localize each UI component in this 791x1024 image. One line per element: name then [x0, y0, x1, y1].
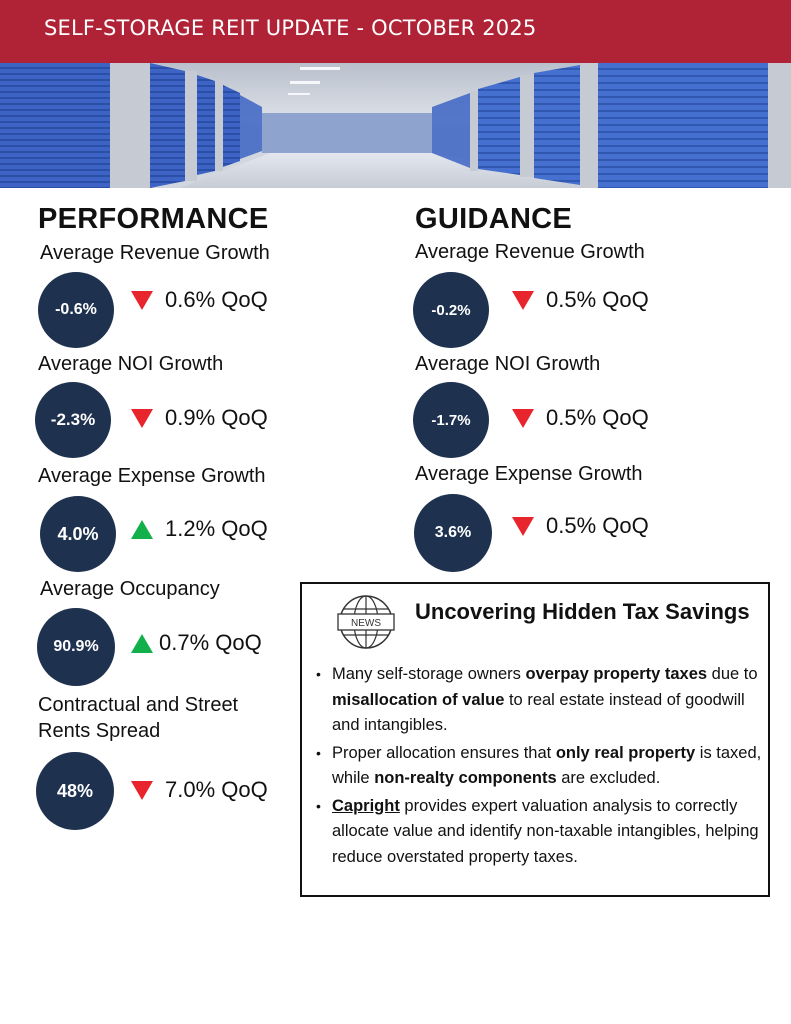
- guidance-expense-value: 3.6%: [434, 524, 472, 541]
- performance-heading: PERFORMANCE: [38, 203, 269, 235]
- down-triangle-icon: [131, 290, 153, 310]
- guidance-revenue-value-circle: -0.2%: [413, 272, 489, 348]
- up-triangle-icon: [131, 633, 153, 653]
- news-bullet-list: Many self-storage owners overpay propert…: [316, 662, 764, 872]
- guidance-noi-change: 0.5% QoQ: [512, 405, 649, 431]
- performance-noi-value-circle: -2.3%: [35, 382, 111, 458]
- performance-noi-change: 0.9% QoQ: [131, 405, 268, 431]
- performance-expense-label: Average Expense Growth: [38, 465, 266, 487]
- performance-occupancy-change: 0.7% QoQ: [131, 630, 262, 656]
- performance-occupancy-label: Average Occupancy: [40, 578, 220, 600]
- guidance-revenue-label: Average Revenue Growth: [415, 241, 645, 263]
- news-title: Uncovering Hidden Tax Savings: [415, 599, 750, 624]
- performance-occupancy-value-circle: 90.9%: [37, 608, 115, 686]
- performance-rent-spread-change-text: 7.0% QoQ: [165, 777, 268, 802]
- header-bar: SELF-STORAGE REIT UPDATE - OCTOBER 2025: [0, 0, 791, 63]
- performance-revenue-change-text: 0.6% QoQ: [165, 287, 268, 312]
- performance-rent-spread-label: Contractual and Street Rents Spread: [38, 694, 239, 742]
- performance-rent-spread-change: 7.0% QoQ: [131, 777, 268, 803]
- guidance-heading: GUIDANCE: [415, 203, 573, 235]
- guidance-revenue-value: -0.2%: [431, 301, 471, 319]
- performance-revenue-change: 0.6% QoQ: [131, 287, 268, 313]
- capright-link-text: Capright: [332, 796, 400, 815]
- guidance-revenue-change-text: 0.5% QoQ: [546, 287, 649, 312]
- performance-expense-value: 4.0%: [57, 523, 99, 544]
- news-bullet: Capright provides expert valuation analy…: [316, 794, 764, 871]
- guidance-expense-value-circle: 3.6%: [414, 494, 492, 572]
- guidance-expense-label: Average Expense Growth: [415, 463, 643, 485]
- guidance-noi-value: -1.7%: [431, 411, 471, 429]
- page-title: SELF-STORAGE REIT UPDATE - OCTOBER 2025: [44, 16, 537, 40]
- down-triangle-icon: [512, 516, 534, 536]
- down-triangle-icon: [131, 408, 153, 428]
- guidance-noi-value-circle: -1.7%: [413, 382, 489, 458]
- performance-noi-value: -2.3%: [50, 410, 96, 429]
- news-box: NEWS Uncovering Hidden Tax Savings Many …: [300, 582, 770, 897]
- news-bullet: Many self-storage owners overpay propert…: [316, 662, 764, 739]
- performance-expense-value-circle: 4.0%: [40, 496, 116, 572]
- news-icon-label: NEWS: [351, 618, 381, 629]
- performance-expense-change: 1.2% QoQ: [131, 516, 268, 542]
- guidance-noi-label: Average NOI Growth: [415, 353, 601, 375]
- performance-revenue-value: -0.6%: [55, 301, 97, 318]
- guidance-expense-change-text: 0.5% QoQ: [546, 513, 649, 538]
- down-triangle-icon: [512, 408, 534, 428]
- performance-noi-change-text: 0.9% QoQ: [165, 405, 268, 430]
- performance-occupancy-change-text: 0.7% QoQ: [159, 630, 262, 655]
- performance-noi-label: Average NOI Growth: [38, 353, 224, 375]
- performance-expense-change-text: 1.2% QoQ: [165, 516, 268, 541]
- performance-rent-spread-value: 48%: [56, 780, 94, 801]
- guidance-revenue-change: 0.5% QoQ: [512, 287, 649, 313]
- news-bullet: Proper allocation ensures that only real…: [316, 741, 764, 792]
- up-triangle-icon: [131, 519, 153, 539]
- performance-revenue-value-circle: -0.6%: [38, 272, 114, 348]
- storage-corridor-image: [0, 63, 791, 188]
- guidance-noi-change-text: 0.5% QoQ: [546, 405, 649, 430]
- performance-occupancy-value: 90.9%: [53, 638, 99, 655]
- down-triangle-icon: [131, 780, 153, 800]
- news-globe-icon: NEWS: [337, 595, 395, 649]
- guidance-expense-change: 0.5% QoQ: [512, 513, 649, 539]
- performance-revenue-label: Average Revenue Growth: [40, 242, 270, 264]
- performance-rent-spread-value-circle: 48%: [36, 752, 114, 830]
- down-triangle-icon: [512, 290, 534, 310]
